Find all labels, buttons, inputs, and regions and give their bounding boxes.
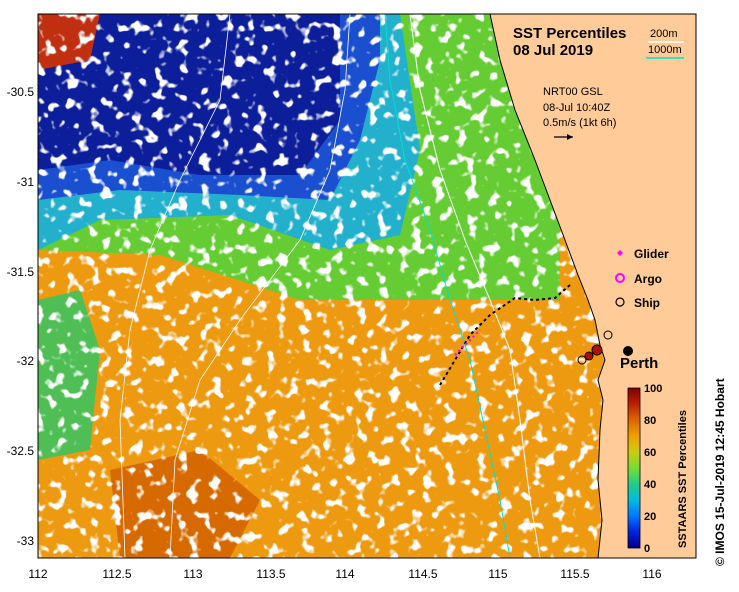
ship-legend-icon	[615, 297, 625, 307]
perth-label: Perth	[620, 355, 658, 372]
y-tick: -32.5	[7, 444, 35, 458]
colorbar-tick: 40	[644, 479, 656, 491]
contour-200-label: 200m	[650, 28, 678, 40]
colorbar-tick: 20	[644, 511, 656, 523]
legend: Glider Argo Ship	[615, 247, 669, 310]
x-tick: 113.5	[256, 567, 285, 581]
ship-marker	[603, 330, 613, 340]
contour-deep-2	[169, 14, 351, 558]
ship-marker	[591, 344, 603, 356]
y-tick: -31.5	[7, 265, 35, 279]
argo-legend-icon	[615, 273, 625, 283]
legend-glider: Glider	[634, 247, 669, 261]
x-tick: 115.5	[560, 567, 589, 581]
colorbar-tick: 0	[644, 543, 650, 555]
colorbar-tick: 60	[644, 447, 656, 459]
y-tick: -32	[17, 354, 35, 368]
colorbar-scale	[627, 387, 641, 549]
legend-argo: Argo	[634, 272, 662, 286]
x-tick: 112	[28, 567, 47, 581]
contour-deep-1	[119, 14, 231, 558]
x-tick: 115	[488, 567, 507, 581]
map-area: Perth SST Percentiles 08 Jul 2019 200m 1…	[38, 14, 696, 558]
y-tick: -30.5	[7, 85, 35, 99]
x-tick: 114	[335, 567, 354, 581]
colorbar-tick: 100	[644, 383, 662, 395]
ship-marker	[577, 355, 587, 365]
y-axis: -30.5 -31 -31.5 -32 -32.5 -33	[7, 85, 35, 548]
perth-marker	[623, 346, 633, 356]
imos-credit: © IMOS 15-Jul-2019 12:45 Hobart	[713, 378, 727, 566]
x-tick: 114.5	[408, 567, 437, 581]
contour-200m	[409, 14, 541, 558]
colorbar-title: SSTAARS SST Percentiles	[677, 410, 689, 548]
map-title: SST Percentiles	[513, 25, 626, 42]
map-date: 08 Jul 2019	[513, 42, 593, 59]
y-tick: -33	[17, 534, 35, 548]
contour-1000-label: 1000m	[648, 44, 682, 56]
contour-1000m	[384, 14, 511, 558]
current-scale: 0.5m/s (1kt 6h)	[543, 117, 616, 129]
x-tick: 116	[642, 567, 661, 581]
x-tick: 112.5	[102, 567, 131, 581]
current-source: NRT00 GSL	[543, 86, 603, 98]
glider-points	[454, 329, 481, 356]
y-tick: -31	[17, 175, 35, 189]
current-arrow-icon	[554, 134, 573, 140]
land	[490, 14, 696, 558]
current-time: 08-Jul 10:40Z	[543, 102, 611, 114]
map-frame	[37, 13, 697, 559]
x-tick: 113	[183, 567, 202, 581]
colorbar: 0 20 40 60 80 100 SSTAARS SST Percentile…	[627, 383, 689, 555]
coastline	[489, 14, 606, 558]
glider-legend-icon	[617, 250, 623, 256]
legend-ship: Ship	[634, 296, 660, 310]
ship-marker	[584, 351, 594, 361]
x-axis: 112 112.5 113 113.5 114 114.5 115 115.5 …	[28, 567, 661, 581]
colorbar-tick: 80	[644, 415, 656, 427]
